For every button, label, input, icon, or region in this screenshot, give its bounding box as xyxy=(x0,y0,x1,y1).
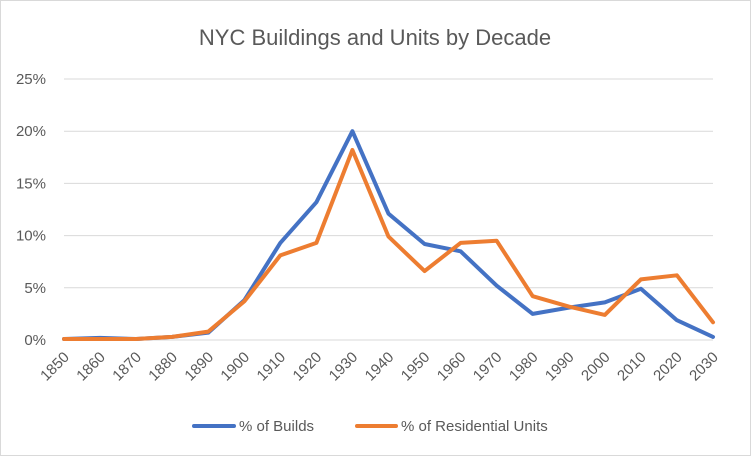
y-tick-label: 25% xyxy=(16,71,46,88)
x-tick-label: 2030 xyxy=(686,349,722,385)
x-tick-label: 1940 xyxy=(362,349,398,385)
x-tick-label: 1910 xyxy=(254,349,290,385)
x-tick-label: 1900 xyxy=(217,349,253,385)
y-tick-label: 10% xyxy=(16,228,46,245)
x-axis-ticks: 1850 1860 1870 1880 1890 1900 1910 1920 1930 1940… xyxy=(37,349,722,385)
y-tick-label: 0% xyxy=(24,332,46,349)
legend: % of Builds % of Residential Units xyxy=(192,418,548,435)
x-tick-label: 1890 xyxy=(181,349,217,385)
x-tick-label: 1930 xyxy=(326,349,362,385)
x-tick-label: 1990 xyxy=(542,349,578,385)
legend-label-0: % of Builds xyxy=(239,418,314,435)
y-axis-ticks: 0% 5% 10% 15% 20% 25% xyxy=(16,71,46,349)
x-tick-label: 1950 xyxy=(398,349,434,385)
x-tick-label: 1870 xyxy=(109,349,145,385)
legend-label-1: % of Residential Units xyxy=(401,418,548,435)
x-tick-label: 2010 xyxy=(614,349,650,385)
y-tick-label: 20% xyxy=(16,123,46,140)
series-line-1 xyxy=(62,148,715,341)
series-lines xyxy=(62,129,715,341)
x-tick-label: 2000 xyxy=(578,349,614,385)
x-tick-label: 1960 xyxy=(434,349,470,385)
x-tick-label: 1860 xyxy=(73,349,109,385)
y-tick-label: 5% xyxy=(24,280,46,297)
x-tick-label: 1920 xyxy=(290,349,326,385)
x-tick-label: 1850 xyxy=(37,349,73,385)
x-tick-label: 1970 xyxy=(470,349,506,385)
y-tick-label: 15% xyxy=(16,175,46,192)
x-tick-label: 1880 xyxy=(145,349,181,385)
x-tick-label: 2020 xyxy=(650,349,686,385)
chart-title: NYC Buildings and Units by Decade xyxy=(199,25,551,50)
x-tick-label: 1980 xyxy=(506,349,542,385)
